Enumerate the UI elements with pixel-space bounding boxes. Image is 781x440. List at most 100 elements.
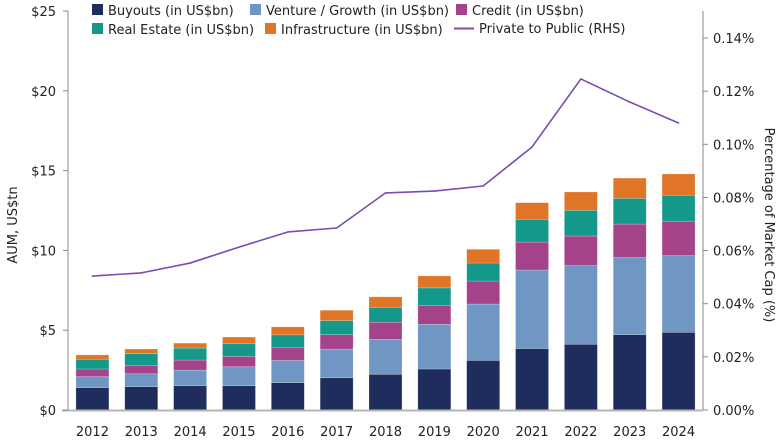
legend: Buyouts (in US$bn) Venture / Growth (in U… [92,4,625,38]
bar-segment-2015-2 [222,356,256,368]
bar-segment-2017-1 [319,348,354,379]
bar-segment-2017-0 [319,377,354,411]
bar-segment-2021-1 [515,269,549,349]
bar-segment-2019-3 [417,287,452,306]
bar-segment-2017-4 [319,309,354,321]
y-tick-label-right: 0.02% [713,351,754,366]
line-layer [91,78,680,277]
bars-layer [75,173,696,411]
bar-segment-2012-0 [75,387,110,411]
legend-label: Real Estate (in US$bn) [108,23,254,38]
bar-segment-2019-1 [417,323,452,370]
axes-layer: $0 $5 $10 $15 $20 $25 0.00% 0.02% 0.04% 0.06% 0.08… [31,5,754,440]
bar-segment-2015-1 [222,366,256,387]
bar-segment-2012-3 [75,358,110,370]
bar-segment-2017-2 [319,334,354,350]
bar-segment-2023-2 [612,223,647,258]
y-tick-label-right: 0.00% [713,404,754,419]
x-tick-label: 2015 [222,425,255,440]
bar-segment-2019-0 [417,368,452,411]
y-tick-label-left: $0 [39,404,56,419]
bar-segment-2023-3 [612,198,647,225]
bar-segment-2016-2 [271,347,305,361]
line-point-2021 [531,146,533,148]
bar-segment-2022-3 [564,210,598,237]
y-tick-label-right: 0.14% [713,32,754,47]
bar-segment-2016-1 [271,360,305,384]
y-tick-label-left: $10 [31,244,56,259]
bar-segment-2012-4 [75,354,110,360]
x-tick-label: 2014 [174,425,207,440]
y-tick-label-right: 0.10% [713,138,754,153]
line-point-2022 [580,78,582,80]
bar-segment-2024-0 [661,331,696,411]
legend-label: Buyouts (in US$bn) [108,4,234,19]
bar-segment-2022-4 [564,191,598,211]
x-tick-label: 2017 [320,425,353,440]
line-point-2018 [384,192,387,194]
bar-segment-2023-4 [612,177,647,199]
line-point-2017 [335,227,338,229]
bar-segment-2024-2 [661,220,696,256]
y-axis-title-left: AUM, US$tn [6,186,21,263]
bar-segment-2024-1 [661,255,696,333]
x-tick-label: 2016 [271,425,304,440]
legend-swatch [92,4,103,15]
bar-segment-2013-1 [124,373,159,387]
legend-swatch [456,4,467,15]
y-tick-label-right: 0.12% [713,85,754,100]
x-tick-label: 2020 [467,425,500,440]
bar-segment-2023-0 [612,334,647,411]
y-tick-label-right: 0.08% [713,191,754,206]
bar-segment-2022-2 [564,235,598,266]
x-tick-label: 2023 [613,425,646,440]
x-tick-label: 2024 [662,425,695,440]
bar-segment-2020-0 [466,360,500,411]
y-tick-label-left: $15 [31,165,56,180]
bar-segment-2012-2 [75,368,110,377]
x-tick-label: 2012 [76,425,109,440]
line-point-2024 [677,122,680,124]
x-tick-label: 2021 [515,425,548,440]
bar-segment-2018-2 [368,321,403,340]
bar-segment-2022-0 [564,343,598,411]
bar-segment-2024-4 [661,173,696,196]
bar-segment-2016-3 [271,334,305,349]
bar-segment-2014-3 [173,347,207,361]
bar-segment-2015-4 [222,336,256,345]
bar-segment-2013-4 [124,348,159,354]
legend-label: Venture / Growth (in US$bn) [266,4,449,19]
line-point-2023 [628,101,631,103]
x-tick-label: 2018 [369,425,402,440]
bar-segment-2016-0 [271,382,305,411]
bar-segment-2020-4 [466,248,500,264]
bar-segment-2013-3 [124,353,159,366]
line-point-2014 [189,262,191,264]
line-point-2020 [482,185,484,187]
bar-segment-2024-3 [661,194,696,222]
legend-label: Private to Public (RHS) [479,22,625,37]
bar-segment-2021-4 [515,202,549,220]
bar-segment-2013-0 [124,386,159,411]
bar-segment-2012-1 [75,376,110,388]
bar-segment-2020-1 [466,303,500,361]
legend-label: Credit (in US$bn) [472,4,584,19]
line-point-2015 [238,246,240,248]
y-tick-label-left: $25 [31,5,56,20]
line-point-2019 [433,190,436,192]
bar-segment-2015-0 [222,385,256,411]
bar-segment-2013-2 [124,365,159,375]
bar-segment-2022-1 [564,265,598,345]
bar-segment-2014-2 [173,359,207,371]
bar-segment-2014-4 [173,342,207,349]
y-tick-label-right: 0.06% [713,245,754,260]
bar-segment-2018-1 [368,338,403,375]
bar-segment-2016-4 [271,326,305,336]
bar-segment-2021-0 [515,348,549,411]
legend-swatch [92,23,103,34]
bar-segment-2020-3 [466,262,500,282]
bar-segment-2019-2 [417,305,452,325]
legend-label: Infrastructure (in US$bn) [281,23,443,38]
line-point-2013 [140,272,143,274]
